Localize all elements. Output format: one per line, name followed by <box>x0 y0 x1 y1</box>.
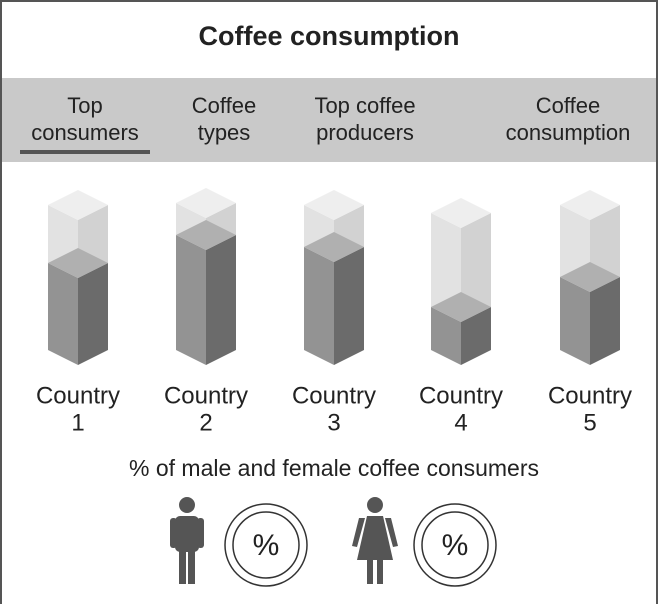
bar-top <box>176 188 236 218</box>
tab-label[interactable]: Top <box>67 93 102 118</box>
country-label: 3 <box>327 409 340 436</box>
title: Coffee consumption <box>199 21 460 51</box>
country-label: Country <box>36 382 120 409</box>
bar-top <box>560 190 620 220</box>
tab-label[interactable]: Coffee <box>536 93 600 118</box>
bar-empty-right <box>461 213 491 322</box>
bar-fill-left <box>176 235 206 365</box>
bar-fill-right <box>206 235 236 365</box>
bar-fill-top <box>431 292 491 322</box>
country-label: 4 <box>454 409 467 436</box>
female-icon <box>352 497 398 584</box>
bar-empty-left <box>431 213 461 322</box>
country-label: Country <box>164 382 248 409</box>
bar-fill-right <box>334 247 364 365</box>
bar-top <box>48 190 108 220</box>
female-badge: % <box>442 529 469 562</box>
tab-label[interactable]: types <box>198 120 251 145</box>
tab-label[interactable]: producers <box>316 120 414 145</box>
bar-fill-left <box>560 277 590 365</box>
bar-top <box>304 190 364 220</box>
bar-fill-top <box>304 232 364 262</box>
male-badge: % <box>253 529 280 562</box>
bar-fill-right <box>78 263 108 365</box>
bar-fill-left <box>48 263 78 365</box>
tab-label[interactable]: consumers <box>31 120 139 145</box>
country-label: 5 <box>583 409 596 436</box>
country-label: 1 <box>71 409 84 436</box>
bar-fill-right <box>590 277 620 365</box>
country-label: Country <box>292 382 376 409</box>
tab-label[interactable]: consumption <box>506 120 631 145</box>
country-label: Country <box>548 382 632 409</box>
bar-fill-left <box>431 307 461 365</box>
bar-fill-top <box>176 220 236 250</box>
bar-fill-left <box>304 247 334 365</box>
bar-fill-top <box>48 248 108 278</box>
country-label: 2 <box>199 409 212 436</box>
gender-caption: % of male and female coffee consumers <box>129 455 539 481</box>
country-label: Country <box>419 382 503 409</box>
bar-fill-top <box>560 262 620 292</box>
male-icon <box>170 497 204 584</box>
tab-label[interactable]: Coffee <box>192 93 256 118</box>
tab-bar <box>2 78 656 162</box>
tab-label[interactable]: Top coffee <box>314 93 415 118</box>
active-tab-underline <box>20 150 150 154</box>
bar-top <box>431 198 491 228</box>
badges <box>224 503 497 587</box>
bar-fill-right <box>461 307 491 365</box>
